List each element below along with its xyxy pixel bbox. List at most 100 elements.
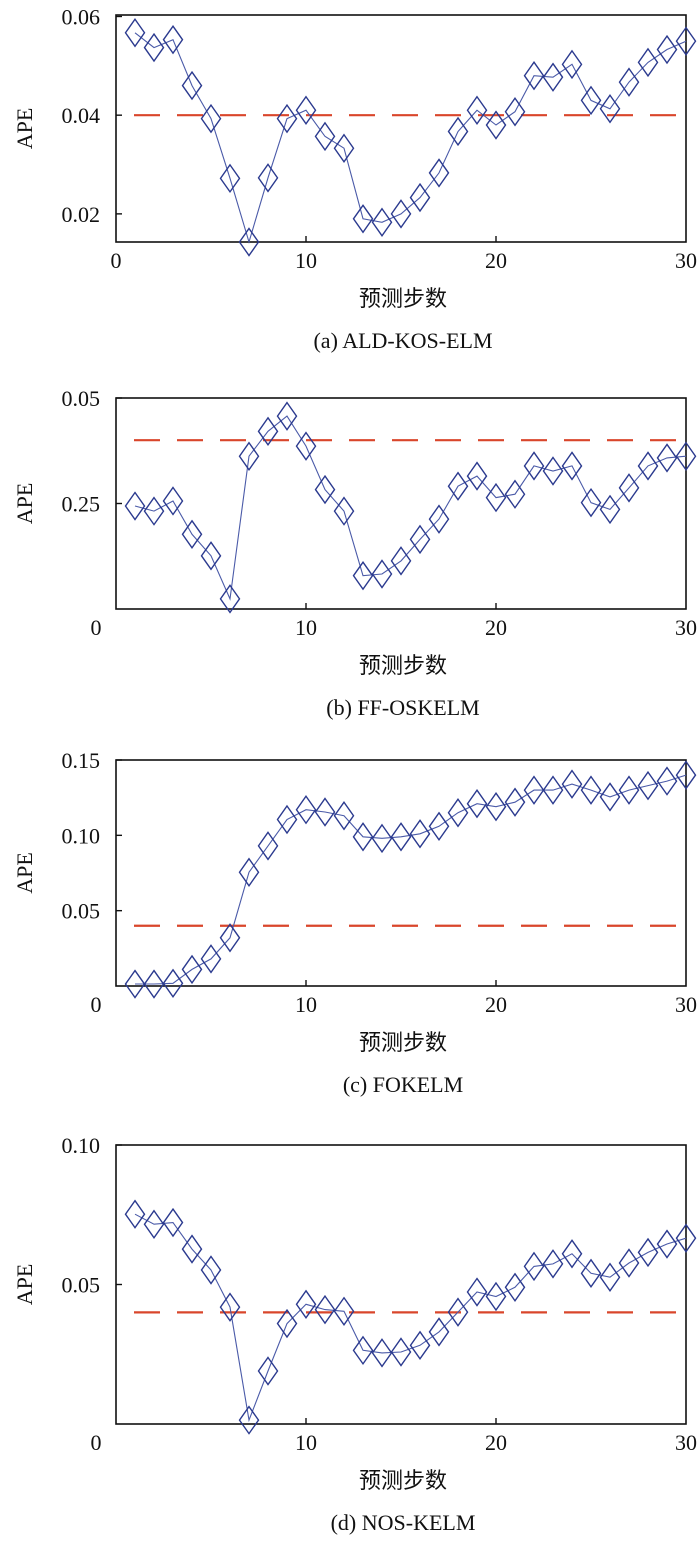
data-point-marker <box>200 944 222 974</box>
data-point-marker <box>580 775 602 805</box>
x-tick-label: 10 <box>295 992 317 1017</box>
data-point-marker <box>257 831 279 861</box>
data-point-marker <box>618 775 640 805</box>
data-point-marker <box>181 519 203 550</box>
plot-frame <box>115 14 687 243</box>
data-point-marker <box>599 782 621 812</box>
data-point-marker <box>333 496 355 526</box>
x-axis-label: 预测步数 <box>359 1030 447 1055</box>
y-tick-label: 0.05 <box>62 386 101 411</box>
data-point-marker <box>257 163 279 193</box>
data-point-marker <box>143 1209 165 1239</box>
y-tick-label: 0.10 <box>62 823 101 848</box>
x-tick-label: 20 <box>485 1430 507 1455</box>
chart-caption: (b) FF-OSKELM <box>326 695 479 720</box>
data-point-marker <box>523 1251 545 1282</box>
data-point-marker <box>181 954 203 985</box>
data-point-marker <box>561 49 583 80</box>
data-point-marker <box>219 1292 241 1322</box>
x-tick-label: 30 <box>675 1430 697 1455</box>
chart-caption: (c) FOKELM <box>343 1072 463 1097</box>
x-tick-label: 30 <box>675 248 697 273</box>
data-point-marker <box>485 110 507 140</box>
x-tick-label: 10 <box>295 615 317 640</box>
data-point-marker <box>371 1338 393 1368</box>
data-point-marker <box>238 857 260 887</box>
data-point-marker <box>428 158 450 188</box>
data-point-marker <box>504 479 526 509</box>
data-point-marker <box>409 182 431 213</box>
data-point-marker <box>200 103 222 134</box>
data-point-marker <box>637 1237 659 1268</box>
x-tick-label: 30 <box>675 992 697 1017</box>
data-point-marker <box>656 34 678 65</box>
data-point-marker <box>276 804 298 835</box>
data-point-marker <box>542 775 564 805</box>
data-point-marker <box>124 491 146 521</box>
data-point-marker <box>599 94 621 124</box>
data-point-marker <box>314 474 336 505</box>
data-point-marker <box>314 1294 336 1325</box>
data-point-marker <box>390 546 412 576</box>
data-point-marker <box>295 795 317 825</box>
x-axis-label: 预测步数 <box>359 653 447 678</box>
data-point-marker <box>580 85 602 116</box>
y-tick-label: 0.02 <box>62 202 101 227</box>
data-point-marker <box>618 67 640 97</box>
data-point-marker <box>200 1255 222 1285</box>
data-point-marker <box>675 760 697 790</box>
x-tick-label: 20 <box>485 248 507 273</box>
y-tick-label: 0.06 <box>62 4 101 29</box>
data-point-marker <box>504 787 526 817</box>
data-point-marker <box>257 416 279 447</box>
data-point-marker <box>352 204 374 234</box>
data-point-marker <box>485 1281 507 1312</box>
chart-panel-d: 0 10 20 30 0.10 0.05 APE 预测步数 (d) NOS-KELM <box>12 1133 697 1535</box>
data-point-marker <box>428 1317 450 1347</box>
y-tick-label: 0.05 <box>62 1273 101 1298</box>
x-tick-label: 0 <box>91 992 102 1017</box>
data-point-marker <box>466 95 488 125</box>
plot-frame <box>115 759 687 987</box>
data-point-marker <box>656 1229 678 1259</box>
x-axis-label: 预测步数 <box>359 1468 447 1493</box>
data-point-marker <box>219 584 241 614</box>
data-point-marker <box>257 1356 279 1386</box>
data-point-marker <box>675 1223 697 1253</box>
x-tick-label: 0 <box>111 248 122 273</box>
data-point-marker <box>466 1277 488 1307</box>
data-point-marker <box>523 60 545 91</box>
data-point-marker <box>143 32 165 63</box>
x-tick-label: 10 <box>295 248 317 273</box>
chart-caption: (a) ALD-KOS-ELM <box>313 328 492 353</box>
data-point-marker <box>637 451 659 481</box>
data-point-marker <box>656 766 678 796</box>
x-tick-label: 0 <box>91 615 102 640</box>
data-point-marker <box>618 1248 640 1278</box>
data-point-marker <box>124 1199 146 1229</box>
data-point-marker <box>561 1239 583 1269</box>
data-point-marker <box>276 401 298 431</box>
data-point-marker <box>618 473 640 503</box>
data-point-marker <box>162 1207 184 1238</box>
chart-panel-b: 0 10 20 30 0.05 0.25 APE 预测步数 (b) FF-OSKELM <box>12 386 697 720</box>
data-point-marker <box>352 822 374 852</box>
data-point-marker <box>333 801 355 831</box>
data-point-marker <box>485 791 507 822</box>
data-point-marker <box>428 504 450 534</box>
data-point-marker <box>238 227 260 257</box>
data-point-marker <box>409 1330 431 1361</box>
data-point-marker <box>390 1337 412 1367</box>
y-tick-label: 0.25 <box>62 492 101 517</box>
y-tick-label: 0.10 <box>62 1133 101 1158</box>
data-point-marker <box>466 461 488 491</box>
data-point-marker <box>124 18 146 48</box>
data-point-marker <box>637 47 659 78</box>
data-point-marker <box>162 968 184 999</box>
data-point-marker <box>124 969 146 999</box>
chart-panel-c: 0 10 20 30 0.15 0.10 0.05 APE 预测步数 (c) FOKELM <box>12 748 697 1097</box>
data-point-marker <box>143 496 165 526</box>
data-point-marker <box>333 133 355 163</box>
data-point-marker <box>333 1296 355 1327</box>
